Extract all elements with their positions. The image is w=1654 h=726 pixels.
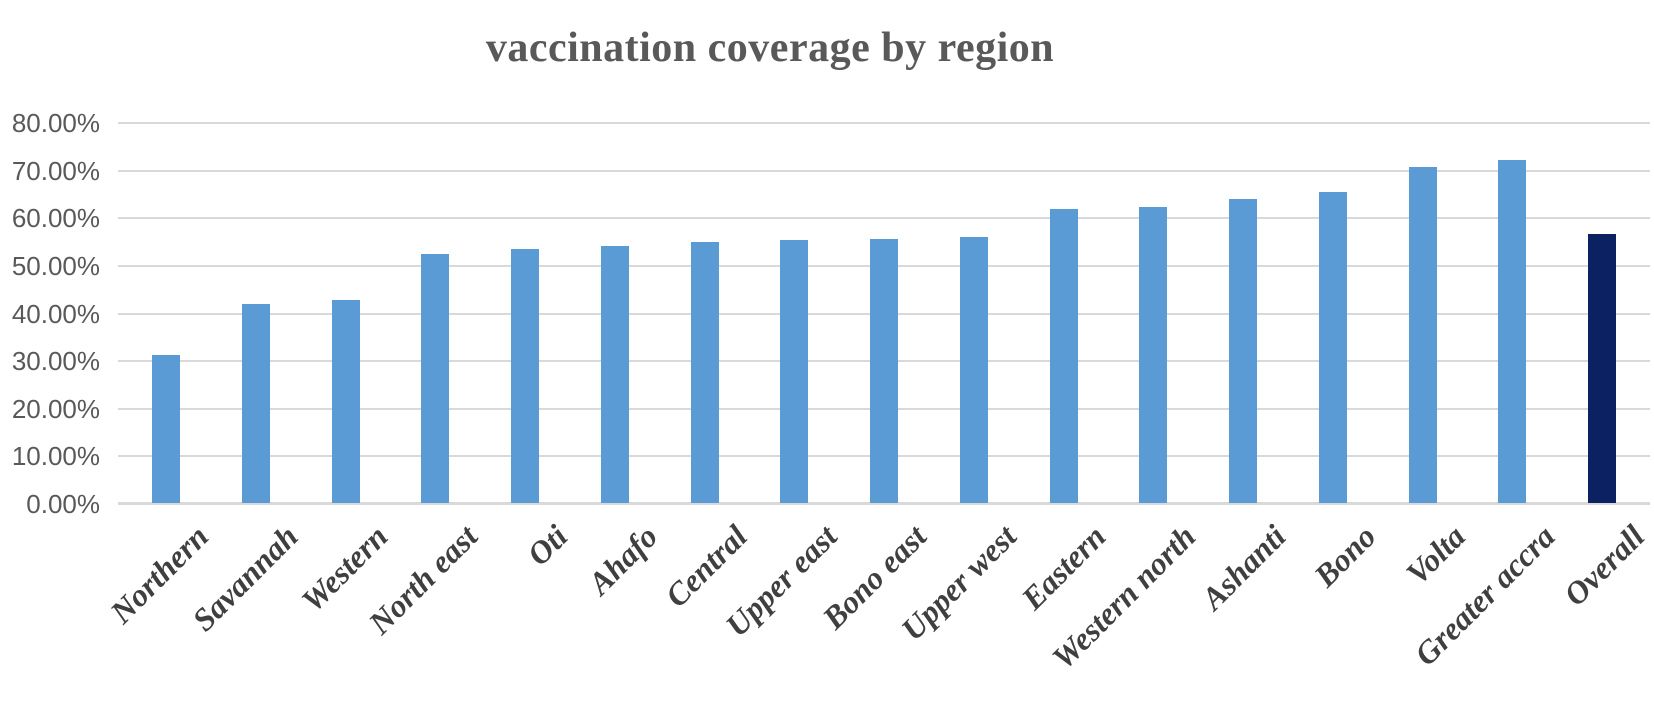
x-label-oti: Oti bbox=[520, 518, 575, 573]
x-label-volta: Volta bbox=[1398, 518, 1472, 592]
bar-central bbox=[690, 241, 719, 503]
bar-oti bbox=[511, 249, 539, 503]
x-label-overall: Overall bbox=[1556, 518, 1652, 613]
bar-bono-east bbox=[870, 238, 898, 503]
y-tick-label-70: 70.00% bbox=[11, 155, 100, 186]
x-label-ashanti: Ashanti bbox=[1194, 518, 1293, 617]
y-tick-label-50: 50.00% bbox=[11, 250, 100, 281]
bar-eastern bbox=[1049, 208, 1078, 503]
plot-area bbox=[118, 122, 1650, 505]
gridline-80 bbox=[118, 122, 1650, 124]
gridline-60 bbox=[118, 217, 1650, 220]
bar-north-east bbox=[421, 253, 450, 503]
y-tick-label-30: 30.00% bbox=[11, 346, 100, 377]
y-tick-label-0: 0.00% bbox=[26, 489, 100, 519]
y-tick-label-60: 60.00% bbox=[11, 203, 100, 234]
bar-western-north bbox=[1139, 207, 1168, 503]
y-tick-label-40: 40.00% bbox=[11, 298, 100, 329]
y-tick-label-10: 10.00% bbox=[11, 441, 100, 472]
y-tick-label-80: 80.00% bbox=[11, 108, 100, 138]
bar-upper-west bbox=[959, 236, 988, 503]
x-label-bono: Bono bbox=[1306, 518, 1383, 594]
bar-northern bbox=[152, 354, 180, 503]
bar-volta bbox=[1408, 166, 1437, 503]
bar-ahafo bbox=[600, 246, 629, 503]
bar-greater-accra bbox=[1498, 160, 1527, 503]
x-label-ahafo: Ahafo bbox=[580, 518, 665, 602]
bar-bono bbox=[1318, 192, 1347, 503]
gridline-70 bbox=[118, 169, 1650, 172]
y-tick-label-20: 20.00% bbox=[11, 393, 100, 424]
bar-savannah bbox=[241, 303, 270, 503]
bar-western bbox=[331, 300, 360, 503]
bar-ashanti bbox=[1229, 199, 1257, 503]
bar-upper-east bbox=[780, 239, 809, 503]
bar-overall bbox=[1588, 234, 1616, 503]
chart-title: vaccination coverage by region bbox=[485, 25, 1055, 71]
x-axis-line bbox=[118, 502, 1650, 505]
